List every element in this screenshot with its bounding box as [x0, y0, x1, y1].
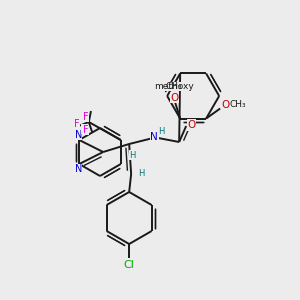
Text: Cl: Cl [124, 260, 135, 270]
Text: N: N [74, 130, 82, 140]
Text: CH₃: CH₃ [166, 82, 182, 91]
Text: CH₃: CH₃ [230, 100, 247, 109]
Text: F: F [83, 112, 88, 122]
Text: F: F [83, 125, 88, 135]
Text: F: F [74, 119, 80, 129]
Text: N: N [74, 164, 82, 174]
Text: H: H [129, 151, 135, 160]
Text: N: N [150, 132, 158, 142]
Text: H: H [81, 124, 87, 134]
Text: O: O [221, 100, 229, 110]
Text: O: O [170, 92, 178, 103]
Text: H: H [158, 127, 164, 136]
Text: O: O [187, 120, 195, 130]
Text: H: H [138, 169, 144, 178]
Text: methoxy: methoxy [154, 82, 194, 91]
